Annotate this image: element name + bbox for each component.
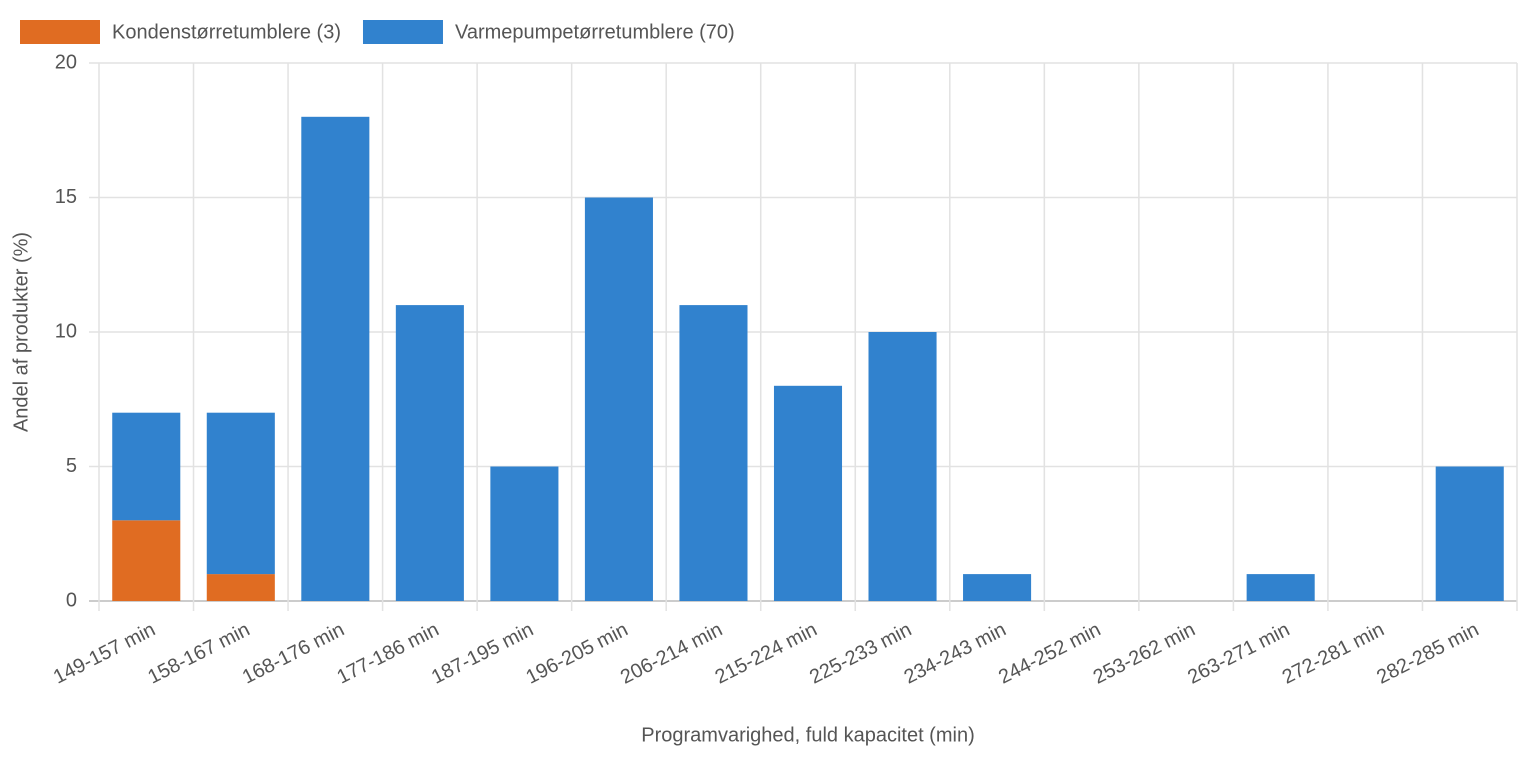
x-axis-title: Programvarighed, fuld kapacitet (min) (641, 724, 974, 746)
bar (1246, 574, 1315, 601)
y-tick-label: 5 (66, 455, 77, 477)
bar (773, 385, 843, 601)
x-tick-label: 244-252 min (995, 619, 1104, 689)
legend-label: Kondenstørretumblere (3) (112, 21, 341, 43)
x-tick-label: 215-224 min (712, 619, 821, 689)
bar (868, 332, 937, 601)
bar (112, 520, 181, 601)
y-tick-label: 20 (55, 51, 77, 73)
bar (301, 116, 370, 602)
y-axis-title: Andel af produkter (%) (10, 232, 32, 432)
x-tick-label: 282-285 min (1373, 619, 1482, 689)
x-tick-label: 168-176 min (239, 619, 348, 689)
bar (395, 305, 464, 601)
x-tick-label: 196-205 min (523, 619, 632, 689)
x-tick-label: 177-186 min (333, 619, 442, 689)
y-tick-label: 15 (55, 186, 77, 208)
legend-swatch (362, 20, 443, 44)
bar (963, 574, 1032, 601)
x-tick-label: 187-195 min (428, 619, 537, 689)
x-tick-label: 225-233 min (806, 619, 915, 689)
legend-swatch (20, 20, 100, 44)
bar (490, 466, 559, 601)
x-tick-label: 206-214 min (617, 619, 726, 689)
x-tick-label: 149-157 min (50, 619, 159, 689)
x-tick-label: 158-167 min (144, 619, 253, 689)
y-tick-label: 10 (55, 320, 77, 342)
x-tick-label: 234-243 min (901, 619, 1010, 689)
bar (206, 574, 275, 601)
x-tick-label: 263-271 min (1184, 619, 1293, 689)
x-tick-label: 272-281 min (1279, 619, 1388, 689)
bar (112, 412, 181, 521)
y-tick-label: 0 (66, 589, 77, 611)
bar (1435, 466, 1504, 601)
bar (584, 197, 653, 601)
legend-label: Varmepumpetørretumblere (70) (455, 21, 735, 43)
bar (679, 305, 748, 601)
x-tick-label: 253-262 min (1090, 619, 1199, 689)
bar (206, 412, 275, 575)
